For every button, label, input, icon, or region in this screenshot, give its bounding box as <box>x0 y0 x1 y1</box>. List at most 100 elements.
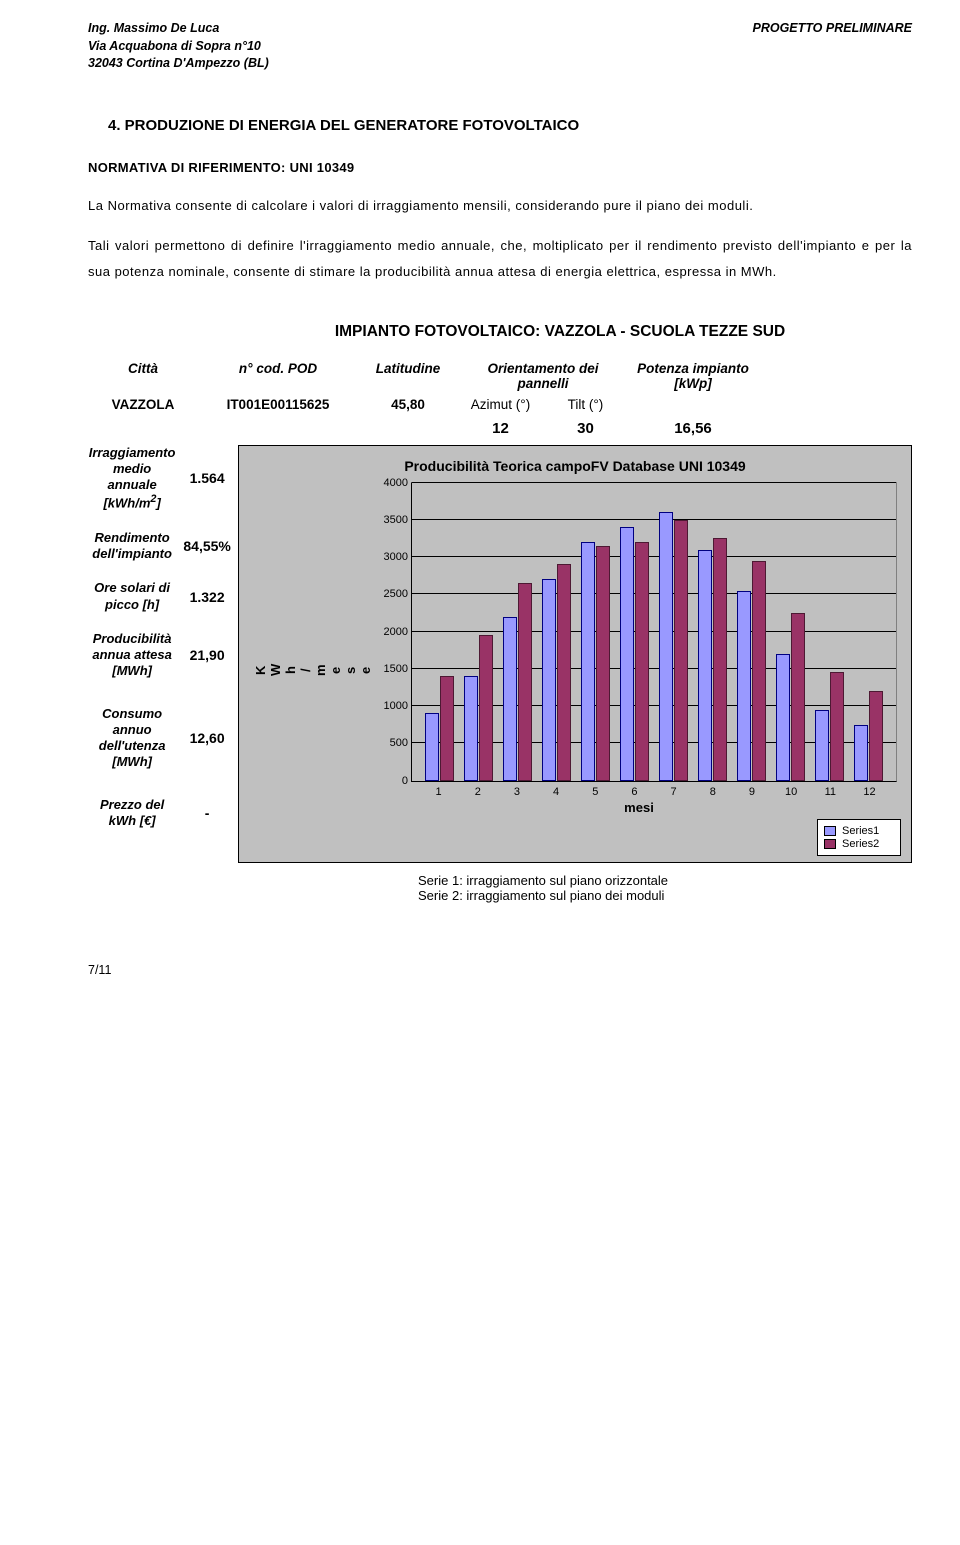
td-azimut-h: Azimut (°) <box>458 395 543 414</box>
param-prod-label: Producibilità annua attesa [MWh] <box>88 631 176 680</box>
x-tick: 11 <box>811 782 850 798</box>
x-tick: 12 <box>850 782 889 798</box>
td-pod: IT001E00115625 <box>198 395 358 414</box>
chart-title: Producibilità Teorica campoFV Database U… <box>249 458 901 474</box>
x-tick: 1 <box>419 782 458 798</box>
param-rend-label: Rendimento dell'impianto <box>88 530 176 563</box>
y-tick: 1000 <box>376 700 408 712</box>
x-tick: 7 <box>654 782 693 798</box>
paragraph-2: Tali valori permettono di definire l'irr… <box>88 233 912 285</box>
x-tick: 5 <box>576 782 615 798</box>
x-tick: 4 <box>537 782 576 798</box>
impianto-top-table: Città n° cod. POD Latitudine Orientament… <box>88 359 912 414</box>
legend-label-2: Series2 <box>842 838 879 850</box>
bar-series1 <box>542 579 557 780</box>
x-tick: 6 <box>615 782 654 798</box>
param-prezzo-value: - <box>176 805 238 821</box>
bar-series1 <box>698 550 713 781</box>
param-cons-value: 12,60 <box>176 730 238 746</box>
impianto-title: IMPIANTO FOTOVOLTAICO: VAZZOLA - SCUOLA … <box>208 323 912 341</box>
section-title: 4. PRODUZIONE DI ENERGIA DEL GENERATORE … <box>108 117 912 134</box>
param-ore-label: Ore solari di picco [h] <box>88 580 176 613</box>
potenza-value: 16,56 <box>628 420 758 437</box>
x-tick: 10 <box>772 782 811 798</box>
x-axis-label: mesi <box>377 800 901 815</box>
y-tick: 2000 <box>376 626 408 638</box>
bar-series1 <box>425 713 440 780</box>
bar-series1 <box>581 542 596 780</box>
y-axis-label: KWh/mese <box>249 482 377 856</box>
y-tick: 0 <box>376 775 408 787</box>
y-tick: 1500 <box>376 663 408 675</box>
td-citta: VAZZOLA <box>88 395 198 414</box>
bar-series2 <box>791 613 806 781</box>
chart-frame: Producibilità Teorica campoFV Database U… <box>238 445 912 863</box>
result-row: 12 30 16,56 <box>88 420 912 437</box>
bar-series2 <box>752 561 767 781</box>
body-text: La Normativa consente di calcolare i val… <box>88 193 912 285</box>
caption-line-1: Serie 1: irraggiamento sul piano orizzon… <box>418 873 912 888</box>
param-irrag-label: Irraggiamento medio annuale [kWh/m2] <box>88 445 176 512</box>
page-header: Ing. Massimo De Luca Via Acquabona di So… <box>88 20 912 73</box>
param-cons-label: Consumo annuo dell'utenza [MWh] <box>88 706 176 771</box>
bar-series1 <box>620 527 635 780</box>
bar-series1 <box>776 654 791 781</box>
caption-line-2: Serie 2: irraggiamento sul piano dei mod… <box>418 888 912 903</box>
address-line1: Via Acquabona di Sopra n°10 <box>88 38 269 56</box>
x-tick: 2 <box>458 782 497 798</box>
chart-caption: Serie 1: irraggiamento sul piano orizzon… <box>418 873 912 903</box>
bar-series1 <box>464 676 479 780</box>
bar-series2 <box>557 564 572 780</box>
param-ore-value: 1.322 <box>176 589 238 605</box>
x-tick: 3 <box>497 782 536 798</box>
th-pod: n° cod. POD <box>198 359 358 393</box>
bar-series1 <box>737 591 752 781</box>
x-tick: 9 <box>732 782 771 798</box>
author-name: Ing. Massimo De Luca <box>88 20 269 38</box>
bar-series2 <box>479 635 494 780</box>
y-tick: 3500 <box>376 514 408 526</box>
param-rend-value: 84,55% <box>176 538 238 554</box>
chart-column: Producibilità Teorica campoFV Database U… <box>238 445 912 903</box>
paragraph-1: La Normativa consente di calcolare i val… <box>88 193 912 219</box>
td-lat: 45,80 <box>358 395 458 414</box>
y-tick: 3000 <box>376 551 408 563</box>
bar-series2 <box>869 691 884 780</box>
bar-series1 <box>659 512 674 780</box>
param-irrag-value: 1.564 <box>176 470 238 486</box>
param-prod-value: 21,90 <box>176 647 238 663</box>
legend-swatch-2 <box>824 839 836 849</box>
bar-series2 <box>518 583 533 780</box>
x-ticks: 123456789101112 <box>411 782 897 798</box>
bar-series1 <box>503 617 518 781</box>
th-citta: Città <box>88 359 198 393</box>
bar-series2 <box>440 676 455 780</box>
th-pot: Potenza impianto [kWp] <box>628 359 758 393</box>
bar-series2 <box>635 542 650 780</box>
y-tick: 500 <box>376 737 408 749</box>
plot-area: 05001000150020002500300035004000 <box>411 482 897 782</box>
param-prezzo-label: Prezzo del kWh [€] <box>88 797 176 830</box>
header-right: PROGETTO PRELIMINARE <box>752 20 912 73</box>
y-tick: 4000 <box>376 477 408 489</box>
y-tick: 2500 <box>376 588 408 600</box>
normative-ref: NORMATIVA DI RIFERIMENTO: UNI 10349 <box>88 160 912 175</box>
bar-series1 <box>854 725 869 781</box>
chart-legend: Series1 Series2 <box>817 819 901 856</box>
bar-series2 <box>674 520 689 781</box>
td-tilt-h: Tilt (°) <box>543 395 628 414</box>
bar-series2 <box>713 538 728 780</box>
x-tick: 8 <box>693 782 732 798</box>
th-lat: Latitudine <box>358 359 458 393</box>
legend-label-1: Series1 <box>842 825 879 837</box>
bar-series2 <box>596 546 611 781</box>
bar-series2 <box>830 672 845 780</box>
bar-series1 <box>815 710 830 781</box>
tilt-value: 30 <box>543 420 628 437</box>
th-orient: Orientamento dei pannelli <box>458 359 628 393</box>
address-line2: 32043 Cortina D'Ampezzo (BL) <box>88 55 269 73</box>
legend-swatch-1 <box>824 826 836 836</box>
page-footer: 7/11 <box>88 963 912 977</box>
header-left: Ing. Massimo De Luca Via Acquabona di So… <box>88 20 269 73</box>
params-column: Irraggiamento medio annuale [kWh/m2] 1.5… <box>88 445 238 903</box>
